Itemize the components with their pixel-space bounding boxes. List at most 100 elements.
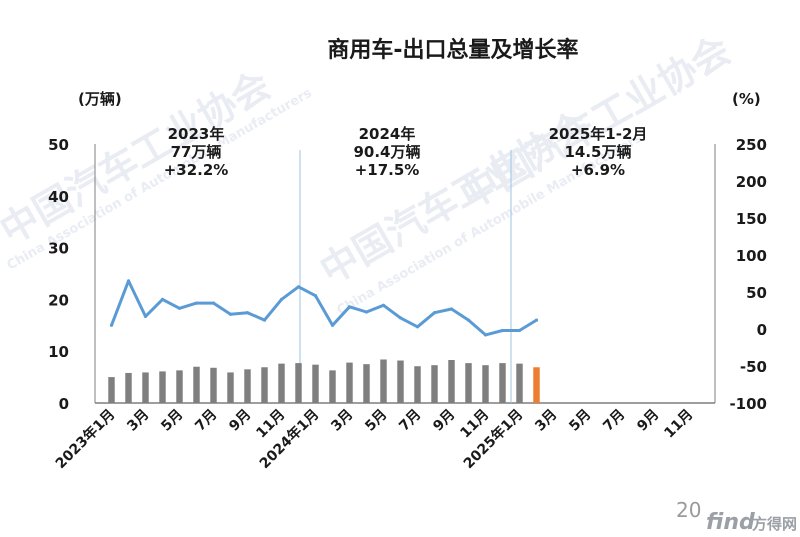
line-point [143,314,148,319]
axes: 0 10 20 30 40 50 -100 -50 0 50 100 150 200 250 [48,136,767,413]
annotation-line: +6.9% [571,161,625,179]
x-tick-label: 7月 [192,407,220,435]
bar [159,371,166,403]
line-point [313,294,318,298]
bar [210,367,217,403]
bar [244,369,251,403]
bar [499,363,506,403]
line-point [262,318,267,322]
line-point [364,310,369,314]
annotation-line: +17.5% [355,161,420,179]
left-tick-label: 40 [48,188,69,206]
bar [227,372,234,403]
line-point [296,285,301,289]
x-tick-label: 5月 [362,407,390,435]
line-point [415,325,420,329]
x-tick-label: 7月 [600,407,628,435]
right-tick-label: -100 [729,395,767,413]
bar [295,363,302,403]
line-point [347,305,352,309]
x-tick-label: 3月 [124,407,152,435]
bar [312,364,319,403]
line-point [483,333,488,337]
bar-series [108,359,540,403]
page-number: 20 [676,498,701,522]
line-point [126,279,131,283]
x-tick-label: 9月 [634,407,662,435]
left-tick-label: 0 [59,395,69,413]
bar [108,377,115,403]
left-tick-label: 50 [48,136,69,154]
line-point [449,307,454,311]
bar [380,359,387,403]
line-point [177,306,182,310]
bar [176,370,183,403]
line-point [398,316,403,320]
annotation-line: 14.5万辆 [564,143,631,161]
x-tick-label: 9月 [226,407,254,435]
bar [448,360,455,403]
x-tick-label: 3月 [328,407,356,435]
annotation-1: 2023年 77万辆+32.2% [164,125,229,179]
bar [278,363,285,403]
x-tick-label: 5月 [158,407,186,435]
line-point [500,328,505,333]
growth-rate-line [110,279,538,337]
annotations: 2023年 77万辆+32.2% 2024年 90.4万辆+17.5% 2025年1-2… [164,125,648,179]
right-axis-unit: (%) [732,90,761,108]
chart-title: 商用车-出口总量及增长率 [327,37,578,63]
bar [414,366,421,403]
bar [482,365,489,403]
annotation-line: 90.4万辆 [353,143,420,161]
bar [465,363,472,403]
line-point [466,318,471,322]
annotation-line: 2025年1-2月 [549,125,648,143]
x-tick-label: 2023年1月 [52,406,118,472]
line-point [517,328,522,333]
right-tick-label: 250 [736,136,767,154]
left-tick-label: 30 [48,240,69,258]
right-tick-label: 150 [736,210,767,228]
line-point [160,297,165,301]
line-point [194,301,199,305]
logo-cn: 方得网 [752,515,797,533]
bar [363,364,370,403]
bar [261,367,268,403]
x-tick-label: 9月 [430,407,458,435]
x-tick-label: 11月 [661,407,696,442]
right-tick-label: -50 [740,358,767,376]
right-tick-label: 50 [746,284,767,302]
left-axis-unit: (万辆) [78,90,122,108]
right-tick-label: 0 [757,321,767,339]
annotation-line: +32.2% [164,161,229,179]
bar [142,372,149,403]
line-point [109,323,114,327]
bar [516,363,523,403]
x-tick-label: 3月 [532,407,560,435]
line-series [109,279,539,337]
left-tick-label: 20 [48,291,69,309]
annotation-3: 2025年1-2月 14.5万辆+6.9% [549,125,648,179]
logo-latin: find [706,510,755,535]
line-point [534,318,539,322]
left-tick-label: 10 [48,343,69,361]
line-point [381,303,386,307]
x-tick-label: 5月 [566,407,594,435]
bar [193,366,200,403]
bar [397,360,404,403]
bar [125,372,132,403]
bar [346,362,353,403]
right-tick-label: 100 [736,247,767,265]
bar [431,365,438,403]
line-point [211,301,216,305]
line-point [245,311,250,315]
watermark-text-left: 中国汽车工业协会 [0,63,278,253]
annotation-line: 77万辆 [171,143,222,161]
annotation-line: 2024年 [359,125,416,143]
line-point [432,311,437,315]
line-point [330,323,335,327]
annotation-2: 2024年 90.4万辆+17.5% [353,125,420,179]
bar [329,370,336,403]
right-tick-label: 200 [736,173,767,191]
